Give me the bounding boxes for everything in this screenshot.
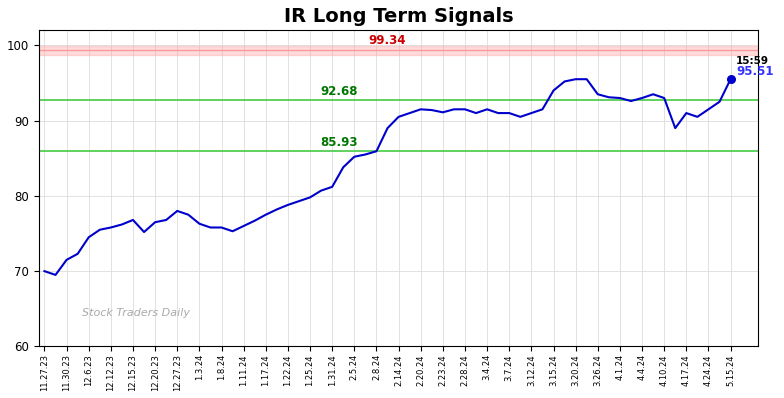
Text: 99.34: 99.34 (368, 34, 406, 47)
Bar (39, 46, 758, 55)
Text: 85.93: 85.93 (321, 136, 358, 149)
Text: 95.51: 95.51 (736, 64, 774, 78)
Point (724, 76, 737, 82)
Text: 15:59: 15:59 (736, 56, 769, 66)
Text: 92.68: 92.68 (321, 85, 358, 98)
Text: Stock Traders Daily: Stock Traders Daily (82, 308, 190, 318)
Title: IR Long Term Signals: IR Long Term Signals (284, 7, 514, 26)
